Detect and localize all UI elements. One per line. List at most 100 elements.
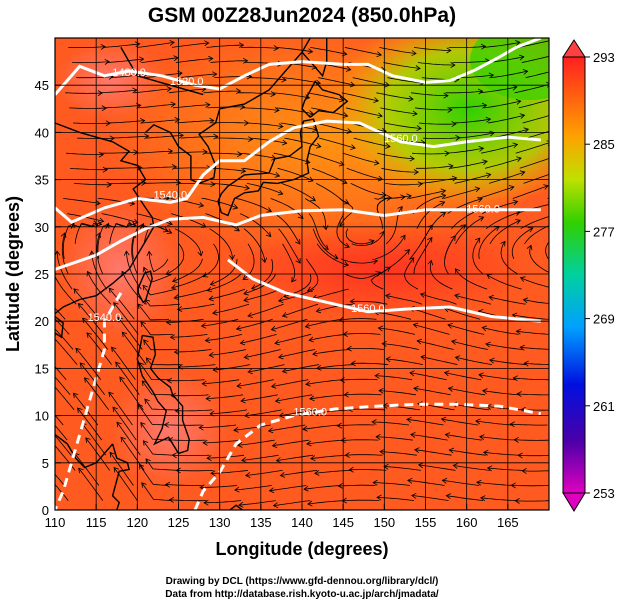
streamline (284, 137, 321, 148)
streamline (171, 42, 209, 48)
streamline (485, 157, 522, 169)
streamline-arrow (409, 155, 415, 162)
streamline-arrow (104, 58, 110, 65)
streamline (108, 287, 135, 320)
streamline-arrow (522, 297, 529, 304)
streamline (407, 479, 445, 486)
streamline (212, 183, 250, 189)
streamline (55, 473, 65, 486)
streamline-arrow (488, 72, 495, 79)
streamline-arrow (427, 259, 434, 266)
y-tick-label: 20 (35, 314, 49, 329)
streamline-arrow (523, 127, 530, 133)
streamline (273, 152, 310, 163)
streamline (373, 482, 411, 486)
streamline-arrow (407, 477, 413, 484)
streamline-arrow (137, 303, 144, 310)
streamline (73, 122, 111, 124)
streamline (337, 424, 375, 427)
streamline (345, 228, 375, 245)
streamline (269, 485, 307, 492)
streamline-arrow (72, 392, 79, 399)
streamline-arrow (526, 244, 533, 251)
streamline (413, 324, 450, 335)
streamline-arrow (175, 179, 182, 186)
streamline-arrow (515, 328, 522, 335)
streamline-arrow (205, 395, 211, 402)
streamline (446, 495, 484, 501)
streamline-arrow (240, 167, 247, 174)
streamline-arrow (440, 212, 447, 218)
streamline (336, 213, 350, 248)
streamline-arrow (454, 293, 460, 299)
streamline-arrow (278, 353, 284, 360)
wind-streamlines (55, 40, 593, 509)
streamline-arrow (170, 284, 177, 290)
streamline-arrow (143, 339, 149, 345)
streamline-arrow (527, 227, 534, 233)
streamline-arrow (265, 231, 272, 238)
streamline (108, 182, 146, 184)
streamline (384, 122, 422, 129)
streamline (87, 271, 112, 305)
coastline (55, 433, 114, 469)
streamline (69, 107, 107, 109)
streamline-arrow (411, 50, 417, 57)
streamline (418, 464, 456, 471)
streamline (141, 482, 172, 501)
coastline (217, 118, 320, 217)
streamline-arrow (440, 193, 447, 200)
streamline-arrow (332, 254, 339, 260)
streamline (312, 349, 350, 355)
streamline (239, 152, 276, 159)
streamline (55, 275, 77, 305)
streamline (385, 183, 423, 186)
streamline-arrow (439, 200, 446, 207)
streamline (206, 394, 244, 400)
y-axis-label: Latitude (degrees) (3, 196, 23, 352)
streamline-arrow (241, 457, 247, 463)
coastline (137, 270, 153, 304)
streamline-arrow (213, 133, 219, 140)
streamline (519, 158, 549, 169)
streamline (142, 285, 176, 296)
streamline (516, 204, 549, 214)
streamline (413, 47, 451, 51)
streamline-arrow (446, 47, 452, 54)
streamline (55, 366, 67, 380)
streamline (102, 43, 140, 48)
streamline-arrow (588, 111, 593, 116)
streamline-arrow (481, 325, 488, 332)
temperature-hot-inland (60, 200, 180, 340)
streamline (55, 414, 64, 426)
streamline (99, 89, 137, 94)
streamline-arrow (238, 42, 245, 49)
streamline-arrow (197, 251, 204, 257)
coastline (136, 334, 190, 455)
streamline-arrow (238, 501, 244, 508)
streamline (387, 77, 425, 84)
streamline-arrow (516, 391, 522, 397)
streamline (144, 299, 180, 307)
streamline-arrow (277, 189, 284, 196)
streamline-arrow (515, 219, 521, 225)
streamline (346, 167, 383, 180)
streamline-arrow (513, 436, 519, 443)
streamline-arrow (208, 351, 214, 358)
streamline-arrow (245, 472, 251, 478)
streamline (307, 92, 344, 101)
streamline-arrow (138, 463, 145, 470)
streamline-arrow (140, 118, 146, 124)
streamline-arrow (413, 169, 419, 176)
streamline-arrow (243, 289, 249, 296)
streamline (243, 273, 277, 295)
streamline (490, 70, 528, 78)
y-tick-label: 25 (35, 267, 49, 282)
streamline-arrow (247, 368, 253, 375)
streamline-arrow (460, 224, 467, 230)
streamline (249, 137, 287, 144)
streamline-arrow (341, 497, 347, 504)
streamline (308, 152, 345, 166)
streamline-arrow (508, 185, 515, 191)
streamline (171, 273, 207, 289)
